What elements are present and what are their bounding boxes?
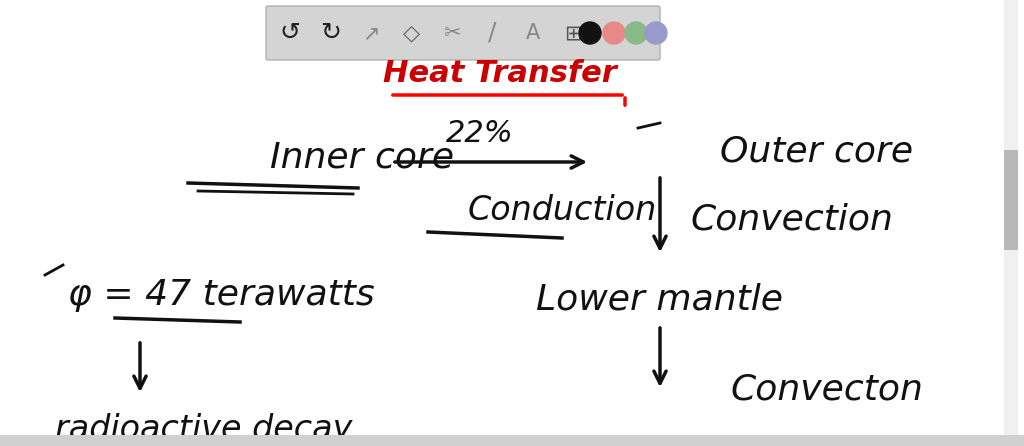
Text: /: / xyxy=(488,21,497,45)
Text: radioactive decay: radioactive decay xyxy=(55,413,352,446)
Bar xyxy=(0,435,1024,446)
Text: Conduction: Conduction xyxy=(468,194,657,227)
Text: Convecton: Convecton xyxy=(730,373,923,407)
Text: Heat Transfer: Heat Transfer xyxy=(383,58,616,87)
Circle shape xyxy=(625,22,647,44)
Circle shape xyxy=(603,22,625,44)
Circle shape xyxy=(645,22,667,44)
Text: A: A xyxy=(525,23,540,43)
Bar xyxy=(1004,150,1018,250)
Text: ⊞: ⊞ xyxy=(564,23,582,43)
FancyBboxPatch shape xyxy=(266,6,660,60)
Text: ✂: ✂ xyxy=(443,23,461,43)
Text: ↺: ↺ xyxy=(280,21,300,45)
Circle shape xyxy=(579,22,601,44)
Text: Lower mantle: Lower mantle xyxy=(537,283,783,317)
Text: φ = 47 terawatts: φ = 47 terawatts xyxy=(68,278,375,312)
Text: Inner core: Inner core xyxy=(270,141,454,175)
Text: 22%: 22% xyxy=(446,119,514,148)
Text: Convection: Convection xyxy=(690,203,893,237)
Text: Outer core: Outer core xyxy=(720,135,913,169)
Text: ↗: ↗ xyxy=(362,23,380,43)
Bar xyxy=(1004,0,1018,446)
Text: ↻: ↻ xyxy=(319,21,341,45)
Text: ◇: ◇ xyxy=(402,23,420,43)
